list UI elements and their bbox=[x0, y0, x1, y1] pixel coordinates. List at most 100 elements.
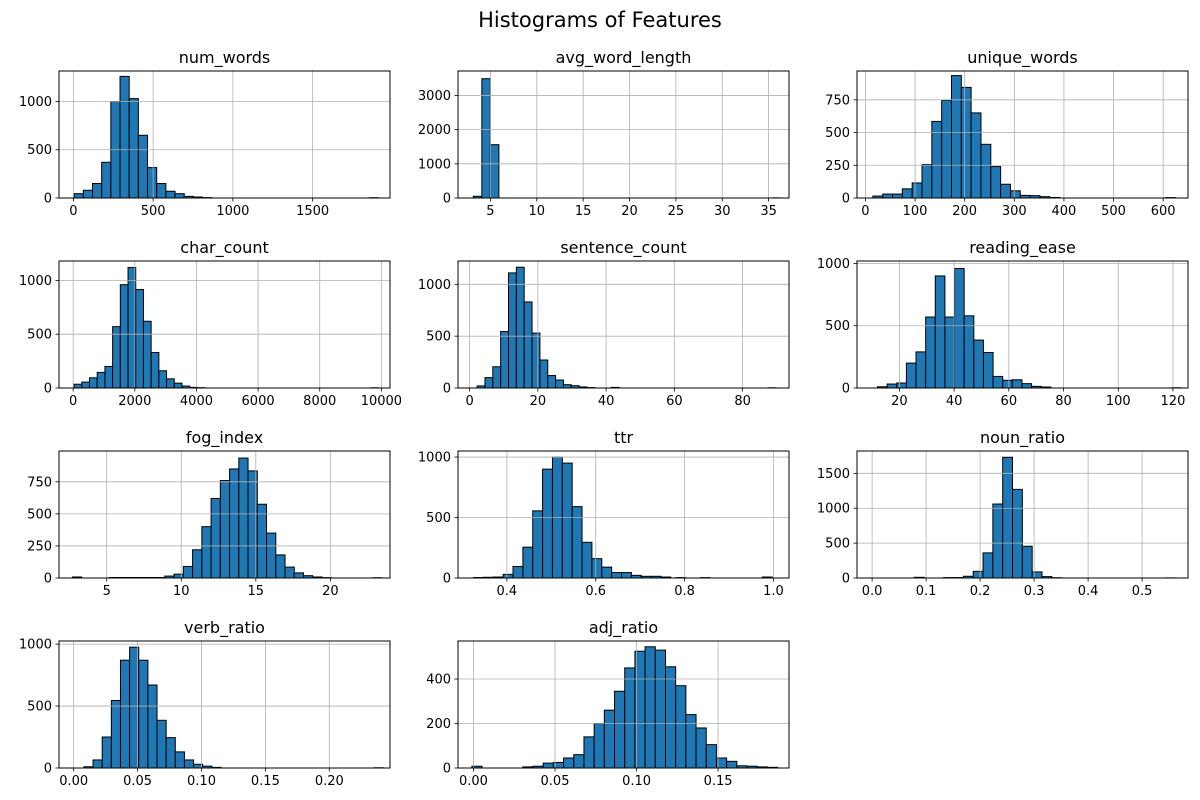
histogram-bar bbox=[982, 552, 994, 579]
histogram-bar bbox=[990, 166, 1002, 199]
x-tick-label: 0.10 bbox=[622, 774, 651, 789]
x-tick-label: 0.20 bbox=[315, 774, 344, 789]
x-tick-label: 0.4 bbox=[1078, 584, 1099, 599]
histogram-bar bbox=[726, 760, 738, 769]
axes-background bbox=[458, 71, 789, 198]
histogram-bar bbox=[583, 736, 595, 769]
histogram-bar bbox=[624, 667, 636, 769]
histogram-bar bbox=[982, 352, 994, 389]
axes-frame bbox=[457, 260, 790, 389]
histogram-bar bbox=[973, 339, 984, 389]
x-tick-label: 40 bbox=[946, 394, 963, 409]
x-tick-label: 1000 bbox=[216, 204, 249, 219]
x-tick-label: 0 bbox=[465, 394, 473, 409]
histogram-bar bbox=[173, 382, 183, 389]
subplot-title: reading_ease bbox=[969, 238, 1076, 258]
y-tick-label: 0 bbox=[44, 762, 52, 777]
axes-frame bbox=[58, 450, 391, 579]
axes-frame bbox=[58, 260, 391, 389]
histogram-bar bbox=[219, 480, 231, 579]
y-tick-label: 0 bbox=[443, 762, 451, 777]
y-tick-label: 1000 bbox=[817, 257, 850, 272]
histogram-bar bbox=[508, 272, 517, 389]
y-tick-label: 500 bbox=[426, 330, 451, 345]
histogram-bar bbox=[921, 164, 933, 199]
histogram-bar bbox=[954, 267, 965, 389]
histogram-bar bbox=[561, 462, 573, 579]
histogram-bar bbox=[275, 554, 286, 579]
y-tick-label: 200 bbox=[426, 717, 451, 732]
x-tick-label: 2000 bbox=[118, 394, 151, 409]
x-tick-label: 80 bbox=[1055, 394, 1072, 409]
axes-frame bbox=[457, 70, 790, 199]
axes-frame bbox=[856, 260, 1189, 389]
x-tick-label: 25 bbox=[668, 204, 685, 219]
x-tick-label: 5 bbox=[486, 204, 494, 219]
x-tick-label: 15 bbox=[575, 204, 592, 219]
axes-frame bbox=[457, 450, 790, 579]
x-tick-label: 0.0 bbox=[862, 584, 883, 599]
histogram-bar bbox=[593, 723, 605, 769]
histogram-bar bbox=[119, 75, 130, 199]
subplot-title: sentence_count bbox=[560, 238, 686, 258]
subplot-title: ttr bbox=[614, 428, 634, 447]
histogram-bar bbox=[542, 468, 553, 579]
histogram-bar bbox=[183, 759, 195, 769]
y-tick-label: 500 bbox=[426, 511, 451, 526]
y-tick-label: 1000 bbox=[817, 502, 850, 517]
y-tick-label: 250 bbox=[27, 539, 52, 554]
x-tick-label: 20 bbox=[530, 394, 547, 409]
histogram-bar bbox=[81, 381, 91, 389]
subplot-adj_ratio: 0.00 0.05 0.10 0.15 0 200 400 adj_ratio bbox=[426, 618, 790, 789]
histogram-bar bbox=[925, 316, 936, 389]
y-tick-label: 500 bbox=[27, 328, 52, 343]
histogram-bar bbox=[147, 684, 158, 769]
histogram-bar bbox=[522, 546, 534, 579]
subplot-title: noun_ratio bbox=[980, 428, 1065, 448]
subplot-char_count: 0 2000 4000 6000 8000 10000 0 500 1000 char_count bbox=[19, 238, 402, 409]
histogram-bar bbox=[92, 183, 103, 199]
x-tick-label: 0.05 bbox=[541, 774, 570, 789]
histogram-bar bbox=[523, 301, 533, 389]
histogram-bar bbox=[500, 331, 510, 389]
histogram-bar bbox=[256, 503, 268, 579]
histogram-bar bbox=[972, 570, 984, 579]
histogram-bar bbox=[970, 112, 982, 199]
histogram-bar bbox=[547, 375, 557, 389]
y-tick-label: 0 bbox=[44, 382, 52, 397]
histogram-bar bbox=[980, 143, 992, 199]
histogram-bar bbox=[1011, 379, 1023, 389]
histogram-bar bbox=[901, 188, 913, 199]
histogram-bar bbox=[960, 86, 972, 199]
histogram-bar bbox=[882, 193, 894, 199]
histogram-bar bbox=[1021, 545, 1033, 579]
subplot-title: verb_ratio bbox=[184, 618, 265, 638]
histogram-bar bbox=[581, 541, 593, 579]
histogram-bar bbox=[941, 99, 952, 199]
y-tick-label: 1000 bbox=[19, 274, 52, 289]
axes-frame bbox=[856, 450, 1189, 579]
y-tick-label: 500 bbox=[27, 143, 52, 158]
x-tick-label: 0.00 bbox=[459, 774, 488, 789]
x-tick-label: 0.8 bbox=[674, 584, 695, 599]
x-tick-label: 20 bbox=[322, 584, 339, 599]
x-tick-label: 6000 bbox=[242, 394, 275, 409]
histogram-bar bbox=[96, 371, 106, 389]
x-tick-label: 20 bbox=[621, 204, 638, 219]
histogram-bar bbox=[886, 383, 898, 389]
x-tick-label: 1.0 bbox=[763, 584, 784, 599]
histogram-bar bbox=[685, 714, 697, 769]
x-tick-label: 500 bbox=[1101, 204, 1126, 219]
histogram-bar bbox=[492, 366, 502, 389]
y-tick-label: 1500 bbox=[817, 467, 850, 482]
histogram-bar bbox=[621, 572, 632, 579]
axes-frame bbox=[457, 640, 790, 769]
histogram-bar bbox=[915, 351, 927, 389]
x-tick-label: 300 bbox=[1002, 204, 1027, 219]
x-tick-label: 100 bbox=[903, 204, 928, 219]
histogram-bar bbox=[512, 566, 524, 579]
subplot-avg_word_length: 5 10 15 20 25 30 35 0 1000 2000 3000 avg_word_lengt… bbox=[418, 48, 790, 219]
x-tick-label: 8000 bbox=[303, 394, 336, 409]
histogram-bar bbox=[174, 751, 185, 769]
histogram-bar bbox=[147, 167, 158, 199]
